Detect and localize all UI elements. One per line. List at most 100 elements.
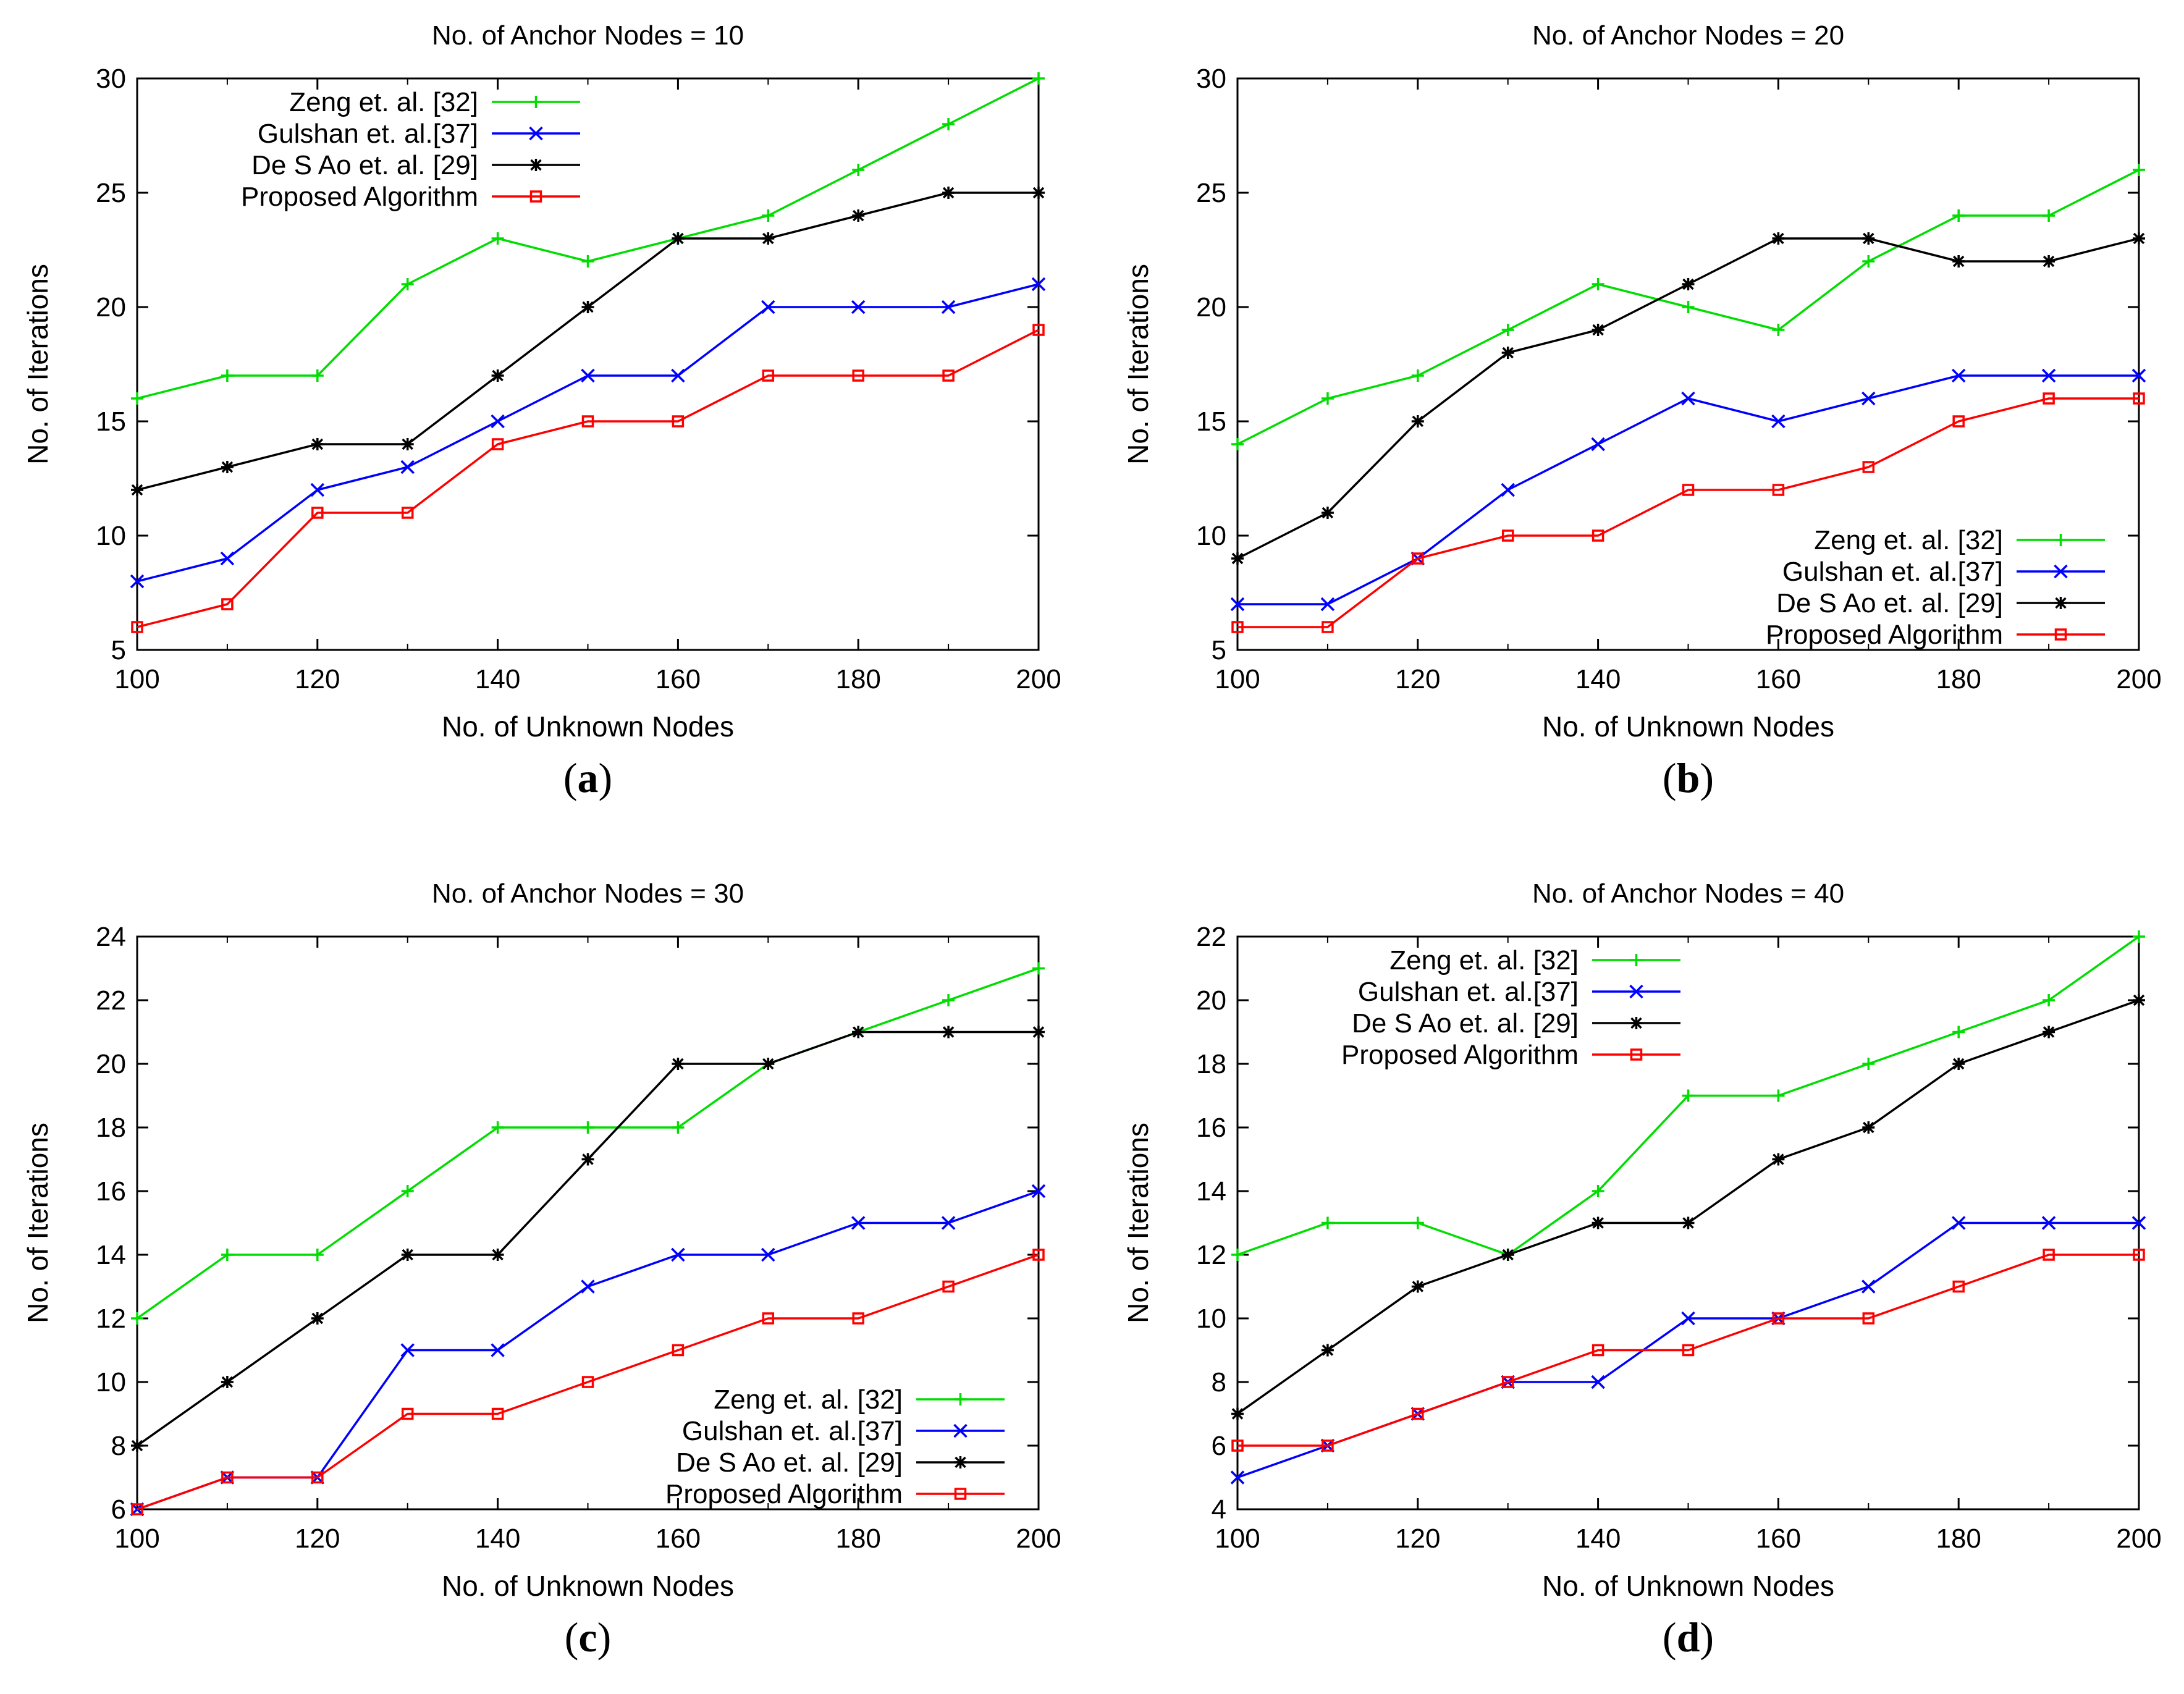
legend-label: De S Ao et. al. [29]	[1352, 1008, 1579, 1039]
data-point	[491, 1343, 505, 1357]
series-3	[131, 1026, 1045, 1452]
data-point	[1322, 1439, 1334, 1452]
y-tick-label: 10	[96, 1367, 126, 1397]
x-tick-label: 120	[1395, 1523, 1440, 1554]
legend-marker	[2054, 628, 2067, 641]
data-point	[1032, 324, 1045, 336]
data-point	[311, 369, 324, 382]
data-point	[852, 164, 865, 176]
data-point	[941, 300, 956, 314]
data-point	[1862, 255, 1875, 268]
data-point	[1230, 597, 1245, 612]
series-2	[130, 277, 1046, 589]
data-point	[131, 1312, 143, 1325]
data-point	[491, 232, 504, 245]
data-point	[1951, 368, 1966, 383]
data-point	[581, 255, 594, 268]
data-point	[1862, 461, 1875, 473]
data-point	[942, 1026, 955, 1039]
x-axis-label: No. of Unknown Nodes	[442, 710, 734, 743]
data-point	[852, 369, 864, 382]
data-point	[2133, 392, 2145, 405]
data-point	[762, 369, 775, 382]
data-point	[1681, 1311, 1695, 1326]
y-tick-label: 15	[1196, 407, 1226, 437]
series-1	[131, 962, 1045, 1325]
data-point	[1591, 1375, 1605, 1389]
data-point	[672, 1344, 685, 1357]
x-tick-label: 200	[1016, 664, 1061, 694]
data-point	[942, 1280, 955, 1293]
data-point	[1952, 1026, 1965, 1039]
data-point	[311, 507, 324, 519]
data-point	[1501, 1376, 1514, 1388]
data-point	[942, 118, 955, 130]
legend-label: Proposed Algorithm	[241, 182, 478, 212]
data-point	[2133, 994, 2145, 1006]
data-point	[401, 278, 414, 290]
y-tick-label: 6	[1212, 1431, 1226, 1461]
data-point	[1321, 507, 1334, 519]
data-point	[1772, 324, 1785, 336]
data-point	[2133, 930, 2145, 943]
y-tick-label: 8	[1212, 1367, 1226, 1397]
data-point	[2131, 1216, 2146, 1230]
legend: Zeng et. al. [32]Gulshan et. al.[37]De S…	[1341, 945, 1680, 1070]
data-point	[1682, 1344, 1695, 1357]
series-2	[130, 1184, 1046, 1517]
x-axis-label: No. of Unknown Nodes	[442, 1570, 734, 1602]
y-axis-label: No. of Iterations	[1122, 264, 1154, 465]
data-point	[1952, 1058, 1965, 1070]
legend-label: Gulshan et. al.[37]	[1782, 557, 2003, 587]
data-point	[1592, 1344, 1604, 1357]
y-tick-label: 16	[1196, 1113, 1226, 1143]
x-tick-label: 140	[1575, 1523, 1621, 1554]
data-point	[131, 1503, 143, 1515]
data-point	[2043, 1026, 2055, 1039]
series-3	[1231, 994, 2145, 1420]
data-point	[852, 1026, 865, 1039]
data-point	[491, 1407, 504, 1420]
data-point	[131, 484, 143, 496]
series-4	[131, 1249, 1045, 1515]
y-axis-label: No. of Iterations	[22, 1123, 54, 1323]
data-point	[851, 300, 866, 314]
y-tick-label: 20	[1196, 292, 1226, 322]
data-point	[2043, 209, 2055, 222]
data-point	[1681, 391, 1695, 406]
data-point	[1772, 232, 1785, 245]
data-point	[762, 1312, 775, 1325]
data-point	[221, 1376, 234, 1388]
data-point	[1032, 72, 1045, 85]
y-tick-label: 22	[96, 985, 126, 1016]
x-tick-label: 180	[1936, 1523, 1981, 1554]
series-line	[137, 283, 1039, 583]
data-point	[852, 1312, 864, 1325]
data-point	[1032, 1249, 1045, 1261]
data-point	[2043, 255, 2055, 268]
x-axis-label: No. of Unknown Nodes	[1542, 710, 1834, 743]
legend-marker	[529, 159, 542, 171]
data-point	[761, 300, 775, 314]
data-point	[1231, 552, 1244, 565]
series-line	[1237, 1254, 2139, 1447]
data-point	[671, 1247, 685, 1262]
series-line	[137, 1254, 1039, 1511]
data-point	[131, 621, 143, 633]
data-point	[491, 369, 504, 382]
data-point	[221, 598, 234, 610]
x-tick-label: 100	[1215, 664, 1260, 694]
legend-marker	[954, 1456, 967, 1469]
y-tick-label: 5	[111, 635, 126, 665]
data-point	[1682, 278, 1695, 290]
plot-frame	[1236, 77, 2140, 651]
data-point	[581, 1376, 594, 1388]
x-tick-label: 180	[1936, 664, 1981, 694]
data-point	[1411, 1280, 1424, 1293]
data-point	[400, 1343, 415, 1357]
y-tick-label: 16	[96, 1176, 126, 1207]
legend-marker	[2054, 597, 2067, 609]
y-tick-label: 15	[96, 407, 126, 437]
data-point	[130, 574, 145, 589]
data-point	[401, 1185, 414, 1197]
